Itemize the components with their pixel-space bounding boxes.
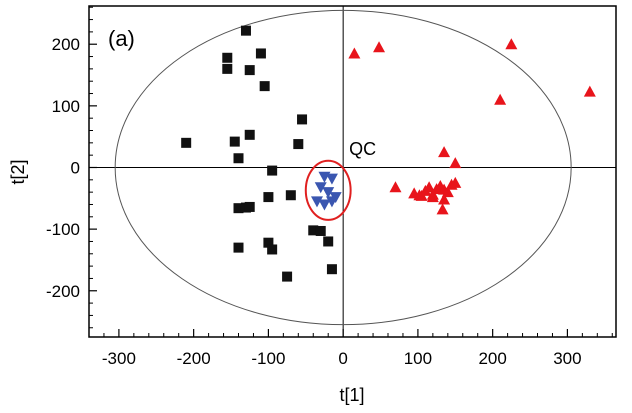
square-point	[240, 25, 251, 36]
x-axis-label: t[1]	[339, 385, 364, 405]
x-tick-label: 300	[553, 349, 581, 368]
square-point	[181, 137, 192, 148]
triangle-down-point	[325, 173, 338, 185]
triangle-up-point	[436, 203, 449, 215]
data-points	[181, 25, 596, 282]
triangle-up-point	[348, 47, 361, 59]
triangle-up-point	[583, 85, 596, 97]
triangle-up-point	[449, 176, 462, 188]
square-point	[323, 236, 334, 247]
triangle-up-point	[423, 181, 436, 193]
triangle-down-point	[314, 182, 327, 194]
square-point	[222, 63, 233, 74]
minor-ticks	[88, 6, 613, 337]
square-point	[244, 129, 255, 140]
triangle-down-point	[322, 187, 335, 199]
square-point	[293, 139, 304, 150]
square-point	[222, 52, 233, 63]
triangle-up-point	[438, 193, 451, 205]
triangle-up-point	[438, 146, 451, 158]
triangle-down-point	[318, 199, 331, 211]
square-point	[267, 244, 278, 255]
square-point	[263, 192, 274, 203]
y-tick-label: -200	[46, 282, 80, 301]
plot-frame	[88, 5, 617, 338]
square-point	[229, 136, 240, 147]
square-point	[244, 65, 255, 76]
zero-lines	[89, 6, 616, 337]
y-axis-label: t[2]	[8, 159, 28, 184]
confidence-ellipse	[114, 9, 572, 326]
qc-highlight-ellipse	[304, 159, 352, 221]
x-tick-label: -100	[251, 349, 285, 368]
square-point	[263, 237, 274, 248]
triangle-up-point	[494, 93, 507, 105]
x-tick-label: 200	[478, 349, 506, 368]
y-tick-label: 200	[52, 35, 80, 54]
panel-label: (a)	[108, 26, 135, 51]
triangle-up-point	[505, 38, 518, 50]
square-point	[285, 190, 296, 201]
square-point	[233, 153, 244, 164]
triangle-down-point	[310, 196, 323, 208]
square-point	[267, 165, 278, 176]
x-tick-labels: -300 -200 -100 0 100 200 300	[102, 349, 582, 368]
square-point	[282, 271, 293, 282]
square-point	[315, 225, 326, 236]
x-tick-label: -300	[102, 349, 136, 368]
square-point	[297, 114, 308, 125]
x-tick-label: 0	[338, 349, 347, 368]
triangle-up-point	[449, 157, 462, 169]
x-tick-label: 100	[404, 349, 432, 368]
triangle-up-point	[389, 181, 402, 193]
square-point	[233, 242, 244, 253]
y-tick-labels: -200 -100 0 100 200	[46, 35, 80, 301]
triangle-up-point	[426, 191, 439, 203]
square-point	[255, 48, 266, 59]
triangle-down-point	[325, 196, 338, 208]
qc-annotation: QC	[349, 139, 376, 159]
y-tick-label: 100	[52, 97, 80, 116]
triangle-up-point	[373, 41, 386, 53]
triangle-up-point	[441, 186, 454, 198]
x-tick-label: -200	[177, 349, 211, 368]
square-point	[326, 264, 337, 275]
y-tick-label: -100	[46, 220, 80, 239]
square-point	[259, 81, 270, 92]
square-point	[233, 203, 244, 214]
square-point	[308, 225, 319, 236]
square-point	[244, 201, 255, 212]
triangle-up-point	[413, 189, 426, 201]
y-tick-label: 0	[71, 158, 80, 177]
